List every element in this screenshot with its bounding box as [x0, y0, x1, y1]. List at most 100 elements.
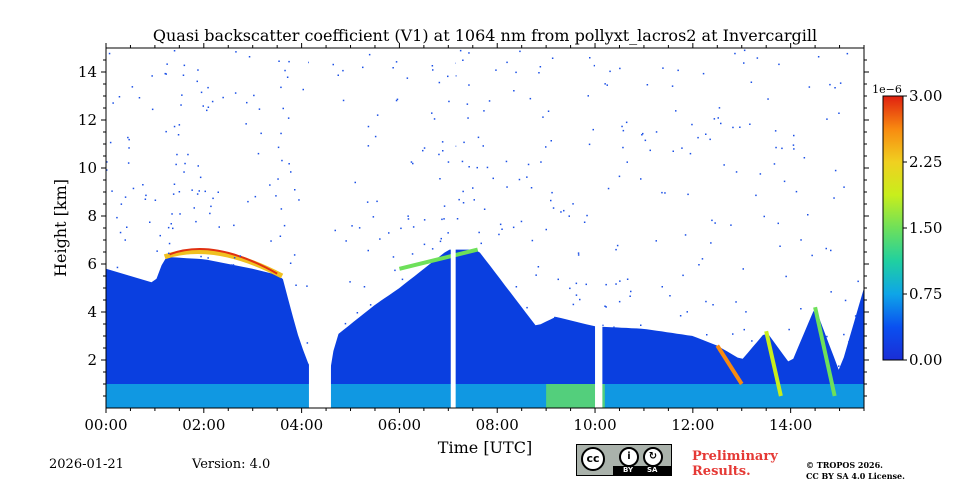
data-gap: [308, 48, 331, 408]
noise-point: [735, 171, 738, 173]
noise-point: [619, 67, 621, 70]
noise-point: [607, 187, 610, 190]
noise-point: [165, 130, 167, 133]
noise-point: [412, 226, 415, 228]
noise-point: [306, 285, 308, 287]
noise-point: [149, 221, 151, 223]
noise-point: [545, 146, 547, 148]
noise-point: [488, 100, 491, 102]
noise-point: [367, 145, 370, 147]
noise-point: [826, 335, 828, 338]
noise-point: [512, 226, 515, 229]
noise-point: [838, 365, 840, 367]
noise-point: [606, 84, 608, 86]
noise-point: [613, 326, 615, 328]
noise-point: [587, 95, 589, 97]
noise-point: [655, 131, 658, 133]
noise-point: [302, 88, 304, 91]
noise-point: [705, 133, 707, 135]
noise-point: [839, 82, 842, 84]
noise-point: [551, 191, 553, 194]
noise-point: [499, 223, 502, 226]
noise-point: [119, 231, 122, 234]
noise-point: [400, 227, 402, 230]
noise-point: [785, 275, 787, 278]
noise-point: [723, 164, 725, 166]
noise-point: [681, 147, 683, 149]
noise-point: [589, 57, 591, 59]
noise-point: [410, 161, 413, 163]
noise-point: [743, 328, 745, 331]
by-label: BY: [623, 466, 634, 474]
noise-point: [575, 282, 578, 285]
noise-point: [501, 228, 503, 230]
x-tick-label: 14:00: [769, 416, 812, 434]
noise-point: [513, 90, 515, 92]
noise-point: [156, 250, 158, 252]
noise-point: [682, 274, 684, 277]
noise-point: [257, 152, 260, 155]
noise-point: [120, 203, 123, 205]
noise-point: [461, 160, 464, 163]
noise-point: [675, 110, 677, 112]
noise-point: [468, 166, 470, 168]
noise-point: [542, 116, 544, 118]
noise-point: [486, 166, 489, 169]
noise-point: [698, 264, 700, 266]
x-tick-label: 12:00: [671, 416, 714, 434]
noise-point: [293, 254, 296, 256]
noise-point: [735, 301, 737, 303]
noise-point: [554, 316, 556, 319]
noise-point: [615, 283, 617, 285]
noise-point: [283, 224, 286, 227]
noise-point: [615, 248, 617, 251]
noise-point: [239, 255, 242, 257]
noise-point: [649, 149, 651, 152]
noise-point: [817, 56, 820, 58]
noise-point: [572, 203, 574, 205]
noise-point: [376, 200, 378, 203]
noise-point: [526, 176, 528, 178]
noise-point: [298, 199, 300, 201]
colorbar-tick-label: 1.50: [909, 219, 942, 237]
preliminary-note: Preliminary Results.: [692, 449, 778, 479]
noise-point: [181, 94, 183, 96]
noise-point: [178, 124, 181, 126]
noise-point: [550, 199, 552, 202]
noise-point: [286, 76, 289, 78]
colorbar-tick-label: 3.00: [909, 87, 942, 105]
noise-point: [367, 125, 370, 128]
noise-point: [233, 224, 235, 227]
noise-point: [356, 312, 359, 314]
noise-point: [588, 143, 591, 146]
noise-point: [200, 91, 203, 94]
noise-point: [671, 85, 674, 87]
noise-point: [551, 57, 554, 59]
noise-point: [529, 97, 532, 100]
noise-point: [830, 291, 832, 293]
colorbar: [882, 95, 904, 361]
noise-point: [519, 50, 521, 53]
noise-point: [442, 150, 444, 152]
noise-point: [278, 60, 280, 62]
cloud-edge-mid: [398, 247, 479, 271]
noise-point: [289, 262, 292, 264]
noise-point: [749, 123, 751, 125]
noise-point: [288, 163, 290, 165]
noise-point: [111, 190, 113, 192]
noise-point: [166, 63, 168, 65]
noise-point: [626, 161, 628, 163]
noise-point: [857, 280, 859, 283]
noise-point: [526, 306, 528, 309]
y-tick-label: 14: [78, 63, 97, 81]
noise-point: [743, 62, 745, 64]
y-tick-label: 8: [87, 207, 97, 225]
noise-point: [207, 86, 209, 89]
noise-point: [662, 67, 664, 69]
license-badge[interactable]: cc i ↻ BY SA: [576, 444, 672, 476]
noise-point: [711, 219, 713, 222]
noise-point: [108, 52, 111, 55]
copyright-line1: © TROPOS 2026.: [806, 460, 883, 470]
noise-point: [592, 128, 594, 131]
noise-point: [672, 150, 674, 152]
